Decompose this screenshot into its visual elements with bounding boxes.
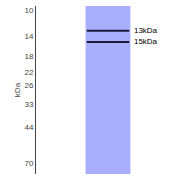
svg-text:10: 10 — [24, 6, 33, 15]
svg-text:70: 70 — [24, 159, 33, 168]
svg-text:kDa: kDa — [13, 82, 22, 97]
svg-text:14: 14 — [24, 32, 33, 41]
svg-text:26: 26 — [24, 81, 33, 90]
svg-text:18: 18 — [24, 52, 33, 61]
svg-text:15kDa: 15kDa — [134, 37, 158, 46]
svg-text:13kDa: 13kDa — [134, 26, 158, 35]
svg-text:33: 33 — [24, 100, 33, 109]
svg-text:22: 22 — [24, 68, 33, 77]
svg-text:44: 44 — [24, 123, 33, 132]
